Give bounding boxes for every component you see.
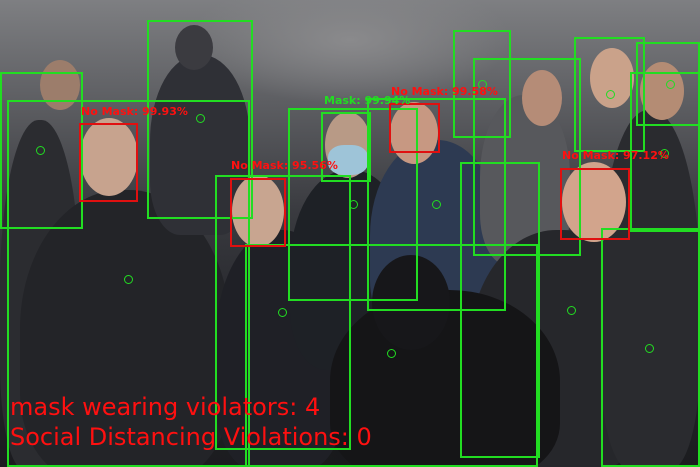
face-mask [328,145,368,175]
detection-label: No Mask: 99.93% [81,105,188,118]
centroid-dot [666,80,675,89]
social-distancing-violations-count: Social Distancing Violations: 0 [10,423,372,451]
face [640,62,684,120]
face-box-no-mask [560,168,630,240]
person-box [7,100,250,467]
detection-label: No Mask: 97.12% [562,149,669,162]
centroid-dot [432,200,441,209]
person-box [245,244,538,467]
detection-label: Mask: 99.94% [324,94,411,107]
face-box-no-mask [230,178,286,247]
centroid-dot [196,114,205,123]
person-box [473,58,581,256]
face [390,102,438,164]
face [175,25,213,70]
detection-label: No Mask: 95.56% [231,159,338,172]
face [522,70,562,126]
person-box [215,175,351,450]
person-silhouette [20,190,230,467]
detection-label: No Mask: 99.58% [391,85,498,98]
centroid-dot [567,306,576,315]
centroid-dot [478,80,487,89]
person-box [453,30,511,138]
face [232,175,284,247]
face [372,255,450,350]
person-box [574,37,645,152]
person-box [0,72,83,229]
face-box-no-mask [389,103,440,153]
centroid-dot [645,344,654,353]
face [80,118,138,196]
person-box [367,98,506,311]
face-box-no-mask [79,123,138,202]
person-box [460,162,540,458]
centroid-dot [124,275,133,284]
person-box [147,20,253,219]
centroid-dot [387,349,396,358]
centroid-dot [278,308,287,317]
person-box [601,228,700,467]
mask-violators-count: mask wearing violators: 4 [10,393,321,421]
person-box [630,72,700,232]
face-box-mask [321,112,371,182]
person-box [288,108,418,301]
centroid-dot [660,149,669,158]
centroid-dot [36,146,45,155]
person-box [636,42,700,126]
centroid-dot [349,200,358,209]
centroid-dot [606,90,615,99]
